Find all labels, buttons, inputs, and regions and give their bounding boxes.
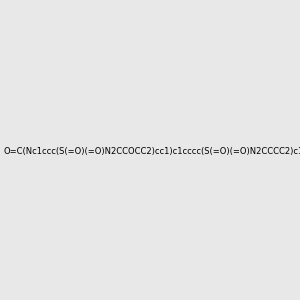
Text: O=C(Nc1ccc(S(=O)(=O)N2CCOCC2)cc1)c1cccc(S(=O)(=O)N2CCCC2)c1: O=C(Nc1ccc(S(=O)(=O)N2CCOCC2)cc1)c1cccc(… xyxy=(4,147,300,156)
